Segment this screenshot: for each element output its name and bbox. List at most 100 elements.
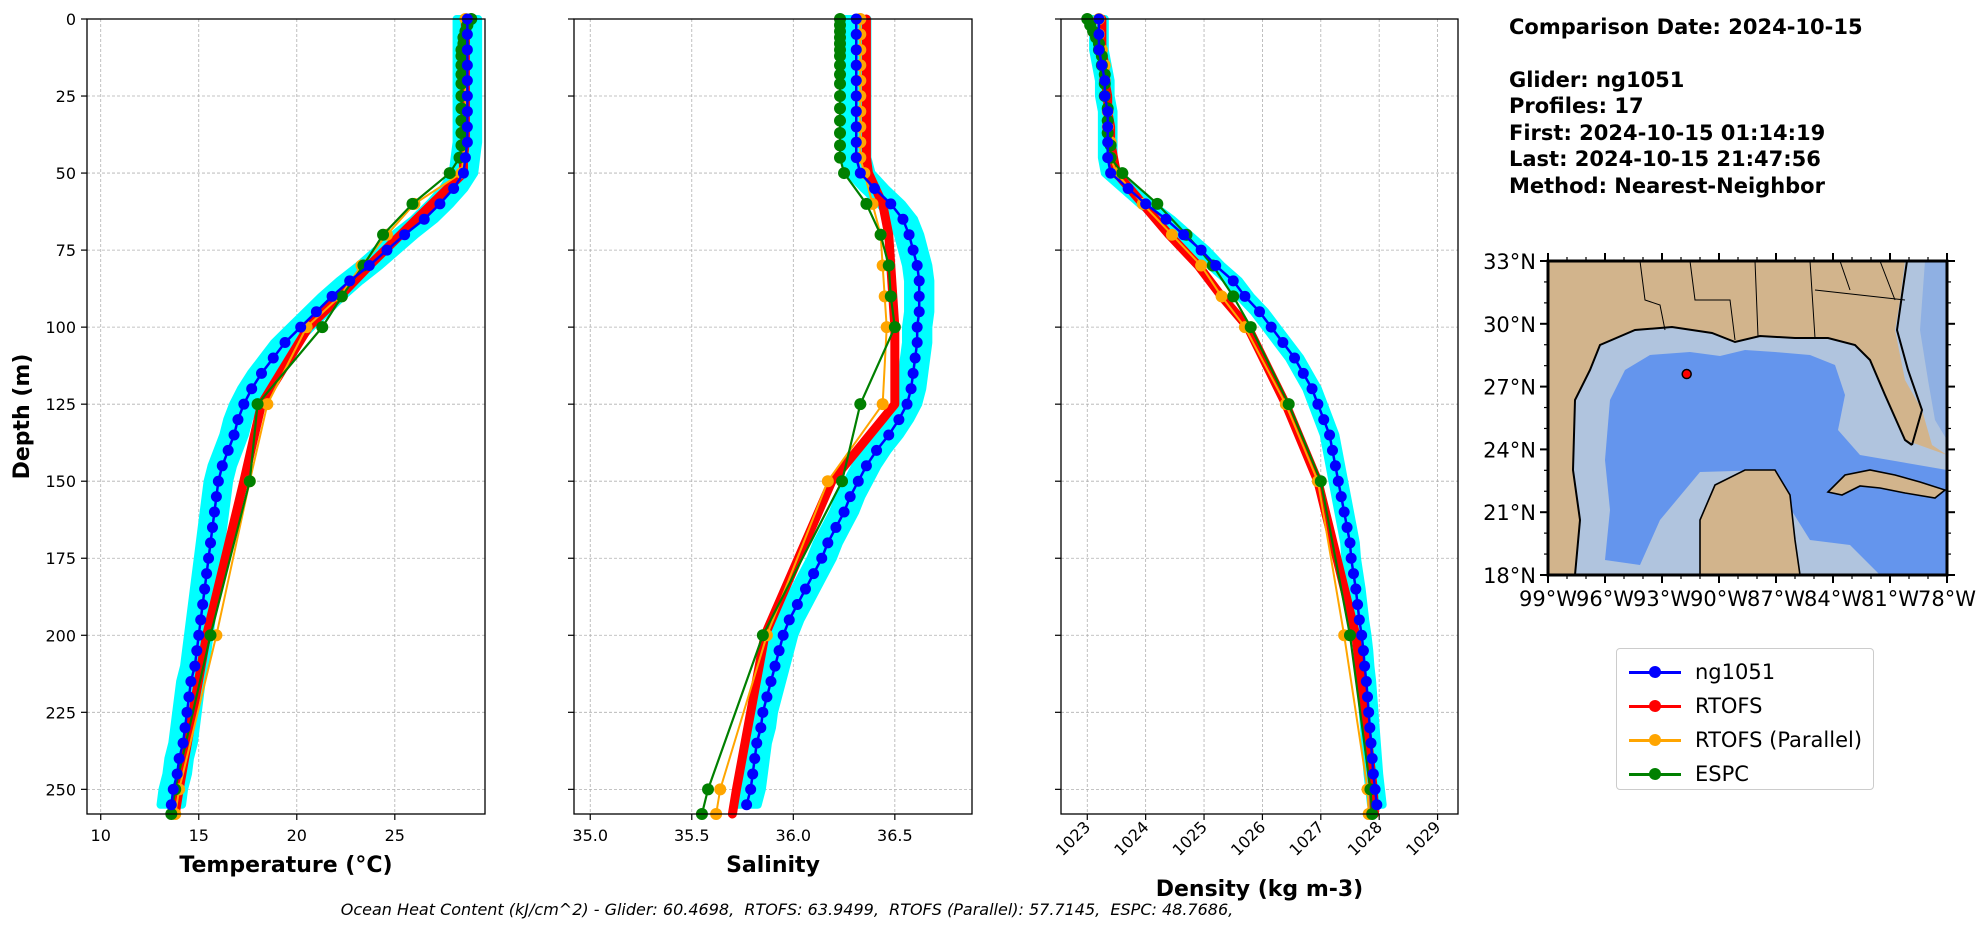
data-point-ng1051 (246, 383, 258, 395)
info-panel: Comparison Date: 2024-10-15 Glider: ng10… (1509, 14, 1863, 199)
legend-swatch (1629, 696, 1681, 716)
legend-label: RTOFS (1695, 694, 1763, 718)
map-lat-label: 21°N (1483, 501, 1536, 525)
data-point-ng1051 (1102, 136, 1114, 148)
data-point-ng1051 (1329, 460, 1341, 472)
legend-item-espc: ESPC (1617, 757, 1873, 791)
data-point-ng1051 (203, 552, 215, 564)
data-point-ng1051 (911, 260, 923, 272)
data-point-ng1051 (1341, 521, 1353, 533)
data-point-ng1051 (1102, 105, 1114, 117)
data-point-ng1051 (913, 275, 925, 287)
data-point-ng1051 (295, 321, 307, 333)
x-tick-label: 35.0 (572, 826, 608, 845)
data-point-ng1051 (1365, 737, 1377, 749)
data-point-rtofs-parallel (1215, 290, 1228, 303)
data-point-ng1051 (747, 768, 759, 780)
data-point-ng1051 (757, 706, 769, 718)
map-lon-label: 96°W (1576, 587, 1634, 611)
data-point-ng1051 (745, 783, 757, 795)
data-point-ng1051 (177, 737, 189, 749)
data-point-espc (1314, 475, 1327, 488)
data-point-ng1051 (457, 167, 469, 179)
data-point-ng1051 (1345, 552, 1357, 564)
map-florida-east-coast (1895, 261, 1924, 446)
data-point-espc (443, 167, 456, 180)
data-point-ng1051 (1254, 306, 1265, 318)
data-point-ng1051 (1105, 167, 1117, 179)
glider-spread-band (731, 15, 935, 809)
ocean-heat-content-footer: Ocean Heat Content (kJ/cm^2) - Glider: 6… (340, 900, 1234, 919)
x-axis-label: Density (kg m-3) (1156, 877, 1364, 902)
data-point-espc (836, 475, 849, 488)
map-lon-label: 99°W (1519, 587, 1577, 611)
series-ng1051 (1093, 13, 1383, 811)
data-point-espc (1151, 197, 1164, 210)
map-lat-label: 30°N (1483, 313, 1536, 337)
data-point-ng1051 (907, 244, 919, 256)
data-point-ng1051 (461, 59, 473, 71)
data-point-ng1051 (911, 337, 923, 349)
gulf-of-mexico-map: 33°N 30°N 27°N 24°N 21°N 18°N99°W 96°W 93°W 90°W… (1483, 250, 1976, 611)
data-point-ng1051 (1332, 475, 1344, 487)
data-point-ng1051 (909, 352, 921, 364)
data-point-ng1051 (216, 460, 228, 472)
x-tick-label: 1027 (1285, 817, 1327, 859)
map-lat-label: 18°N (1483, 564, 1536, 588)
y-tick-label: 25 (56, 87, 76, 106)
profile-count: Profiles: 17 (1509, 94, 1644, 118)
data-point-ng1051 (210, 491, 222, 503)
glider-spread-band (1089, 15, 1387, 809)
legend-label: ESPC (1695, 762, 1749, 786)
data-point-ng1051 (461, 44, 473, 56)
data-point-ng1051 (1371, 799, 1383, 811)
data-point-ng1051 (850, 152, 862, 164)
data-point-ng1051 (1099, 75, 1111, 87)
data-point-ng1051 (822, 537, 834, 549)
data-point-espc (834, 127, 847, 140)
data-point-espc (834, 49, 847, 62)
data-point-espc (1116, 167, 1129, 180)
data-point-espc (204, 629, 217, 642)
data-point-ng1051 (901, 398, 913, 410)
data-point-ng1051 (799, 583, 811, 595)
data-point-ng1051 (749, 753, 761, 765)
data-point-ng1051 (399, 229, 411, 241)
data-point-ng1051 (228, 429, 240, 441)
plot-frame (573, 18, 973, 815)
data-point-ng1051 (1362, 691, 1374, 703)
data-point-ng1051 (883, 429, 895, 441)
x-tick-label: 36.0 (775, 826, 811, 845)
data-point-ng1051 (363, 260, 375, 272)
data-point-espc (756, 629, 769, 642)
data-point-rtofs-parallel (876, 398, 889, 411)
data-point-ng1051 (773, 645, 785, 657)
data-point-ng1051 (808, 568, 820, 580)
data-point-ng1051 (850, 136, 862, 148)
series-line-ng1051 (170, 17, 469, 807)
data-point-espc (406, 197, 419, 210)
data-point-ng1051 (1367, 768, 1379, 780)
map-state-borders (1639, 261, 1906, 341)
series-rtofs (170, 14, 470, 819)
data-point-espc (1244, 321, 1257, 334)
data-point-ng1051 (193, 629, 205, 641)
glider-spread-band (156, 15, 483, 809)
data-point-ng1051 (1347, 568, 1359, 580)
data-point-ng1051 (1239, 290, 1251, 302)
data-point-ng1051 (201, 568, 213, 580)
data-point-rtofs-parallel (1195, 259, 1208, 272)
data-point-ng1051 (893, 414, 905, 426)
y-tick-label: 175 (45, 549, 76, 568)
x-tick-label: 1026 (1227, 817, 1269, 859)
data-point-espc (1227, 290, 1240, 303)
data-point-ng1051 (199, 583, 211, 595)
data-point-ng1051 (1359, 660, 1371, 672)
data-point-ng1051 (1227, 275, 1239, 287)
map-lat-label: 27°N (1483, 376, 1536, 400)
data-point-ng1051 (854, 167, 866, 179)
data-point-ng1051 (1338, 506, 1350, 518)
data-point-ng1051 (1178, 229, 1190, 241)
data-point-ng1051 (179, 722, 191, 734)
